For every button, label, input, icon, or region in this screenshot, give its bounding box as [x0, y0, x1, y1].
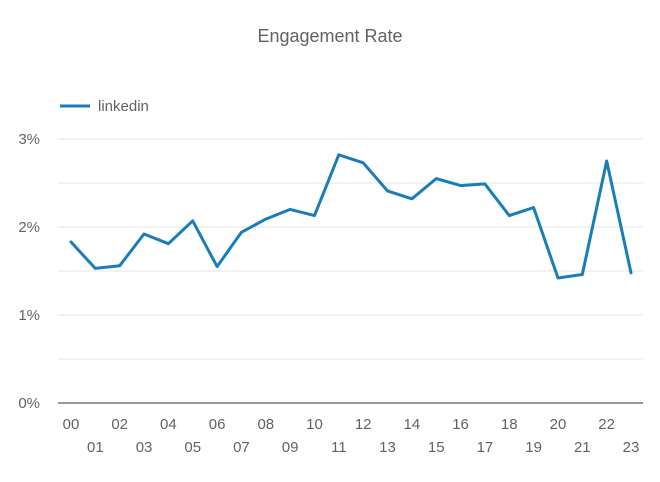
x-tick-label: 18: [501, 416, 518, 433]
x-tick-label: 11: [331, 439, 347, 456]
chart-title: Engagement Rate: [257, 26, 402, 46]
grid-layer: [58, 138, 643, 404]
x-tick-label: 00: [63, 416, 80, 433]
series-line-linkedin: [69, 153, 633, 280]
x-tick-label: 09: [282, 439, 299, 456]
x-tick-label: 01: [87, 439, 104, 456]
x-tick-label: 17: [477, 439, 494, 456]
x-tick-label: 08: [257, 416, 274, 433]
y-tick-label: 0%: [18, 395, 40, 412]
series-layer: [69, 153, 633, 280]
x-tick-label: 22: [598, 416, 615, 433]
x-tick-label: 13: [379, 439, 396, 456]
y-tick-label: 1%: [18, 307, 40, 324]
x-tick-label: 03: [136, 439, 153, 456]
x-tick-label: 10: [306, 416, 323, 433]
x-tick-label: 16: [452, 416, 469, 433]
legend-label-linkedin: linkedin: [98, 98, 149, 115]
x-tick-label: 20: [550, 416, 567, 433]
y-axis-ticks: 0% 1% 2% 3%: [18, 131, 40, 412]
x-tick-label: 19: [525, 439, 542, 456]
x-tick-label: 02: [111, 416, 128, 433]
x-tick-label: 12: [355, 416, 372, 433]
x-tick-label: 14: [404, 416, 421, 433]
x-tick-label: 07: [233, 439, 250, 456]
x-tick-label: 15: [428, 439, 445, 456]
x-axis-ticks: 00 01 02 03 04 05 06 07 08 09 10 11 12 13 14 15 16 17 18 19…: [63, 416, 640, 456]
chart-legend: linkedin: [60, 98, 149, 115]
y-tick-label: 3%: [18, 131, 40, 148]
x-tick-label: 06: [209, 416, 226, 433]
x-tick-label: 04: [160, 416, 177, 433]
y-tick-label: 2%: [18, 219, 40, 236]
x-tick-label: 23: [623, 439, 640, 456]
x-tick-label: 05: [184, 439, 201, 456]
x-tick-label: 21: [574, 439, 591, 456]
